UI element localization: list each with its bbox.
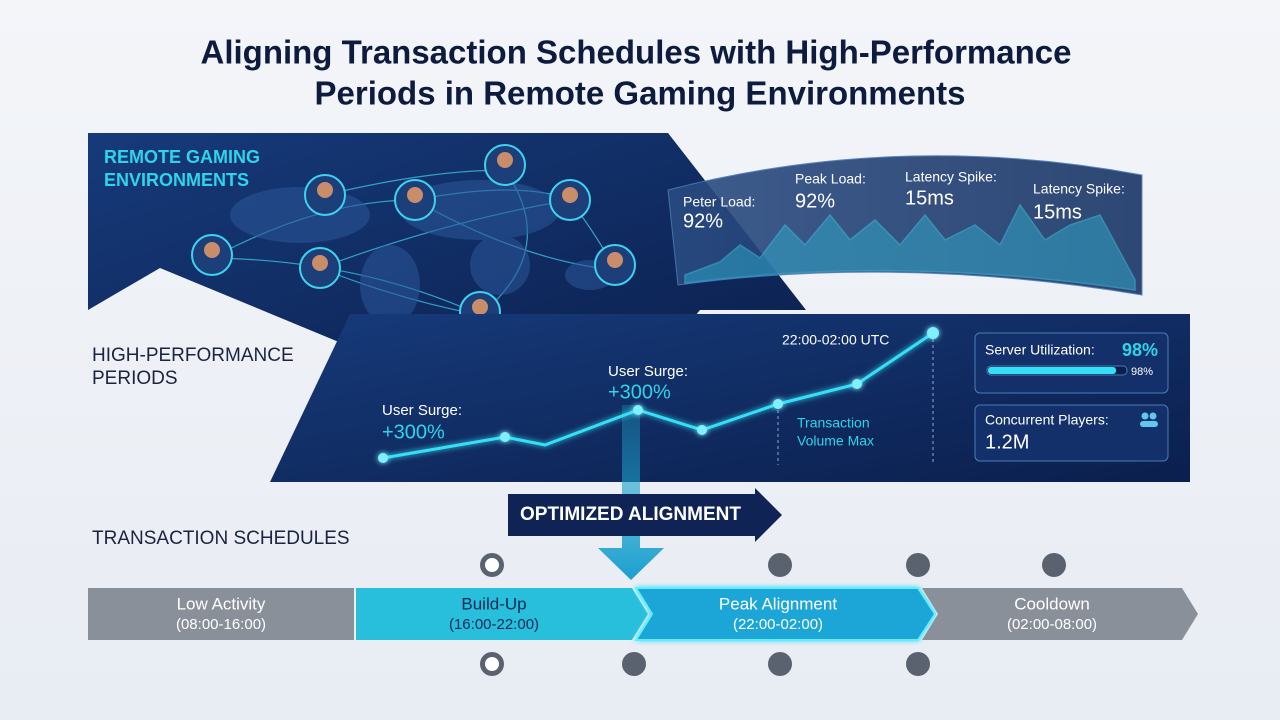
players-icon [1140, 412, 1158, 427]
section-label: ENVIRONMENTS [104, 170, 249, 190]
metrics-wave [684, 203, 1136, 291]
card-value: 1.2M [985, 431, 1029, 453]
section-label: PERIODS [92, 368, 178, 389]
surge-label: User Surge: [382, 402, 462, 419]
metric-value: 15ms [1033, 201, 1082, 223]
surge-points [378, 327, 939, 463]
phase-band [634, 587, 937, 641]
note: Volume Max [797, 433, 874, 449]
metric-value: 15ms [905, 187, 954, 209]
progress-fill [988, 367, 1116, 374]
phase-name: Peak Alignment [719, 594, 837, 613]
performance-panel [270, 314, 1190, 482]
surge-label: User Surge: [608, 363, 688, 380]
card-label: Server Utilization: [985, 342, 1095, 358]
phase-band [356, 588, 648, 640]
surge-value: +300% [608, 381, 671, 403]
progress-label: 98% [1131, 366, 1153, 378]
metric-label: Peter Load: [683, 194, 755, 210]
phase-name: Low Activity [177, 594, 266, 613]
section-label: REMOTE GAMING [104, 147, 260, 167]
phase-band [88, 588, 354, 640]
guide-lines [777, 333, 934, 465]
alignment-label: OPTIMIZED ALIGNMENT [520, 504, 741, 525]
metric-value: 92% [683, 210, 723, 232]
phase-time: (02:00-08:00) [1007, 616, 1097, 633]
metrics-panel [667, 155, 1143, 296]
alignment-arrow [508, 488, 782, 542]
note: Transaction [797, 415, 870, 431]
card-value: 98% [1122, 340, 1158, 360]
down-arrow [598, 405, 664, 580]
surge-value: +300% [382, 421, 445, 443]
phase-name: Cooldown [1014, 594, 1090, 613]
card-label: Concurrent Players: [985, 412, 1109, 428]
surge-line [382, 331, 934, 460]
metric-label: Latency Spike: [905, 169, 997, 185]
section-label: HIGH-PERFORMANCE [92, 345, 294, 366]
title-line: Aligning Transaction Schedules with High… [201, 34, 1072, 71]
players-card [974, 404, 1169, 462]
section-label: TRANSACTION SCHEDULES [92, 528, 350, 549]
metric-label: Latency Spike: [1033, 181, 1125, 197]
server-card [974, 332, 1169, 394]
phase-name: Build-Up [461, 594, 526, 613]
phase-icons [480, 553, 1066, 676]
phase-time: (08:00-16:00) [176, 616, 266, 633]
phase-time: (22:00-02:00) [733, 616, 823, 633]
phase-band [922, 588, 1198, 640]
metric-value: 92% [795, 190, 835, 212]
title-line: Periods in Remote Gaming Environments [315, 75, 966, 112]
metric-label: Peak Load: [795, 171, 866, 187]
time-window: 22:00-02:00 UTC [782, 332, 889, 348]
phase-time: (16:00-22:00) [449, 616, 539, 633]
